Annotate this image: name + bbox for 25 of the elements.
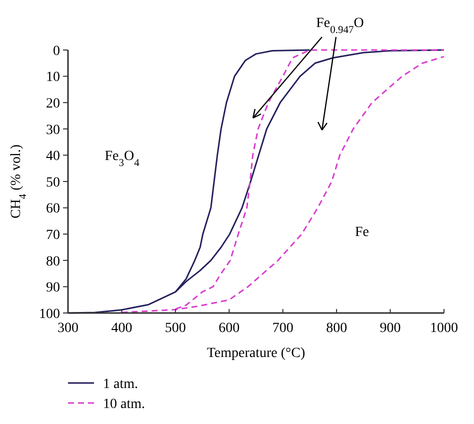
y-tick-label: 90	[46, 280, 60, 296]
x-tick-label: 300	[58, 321, 78, 336]
legend-label: 1 atm.	[103, 376, 138, 392]
x-axis-title: Temperature (°C)	[206, 346, 306, 361]
x-tick-label: 700	[272, 321, 294, 336]
y-tick-label: 30	[46, 122, 60, 138]
y-tick-label: 0	[53, 44, 60, 59]
x-tick-label: 800	[326, 321, 348, 336]
y-tick-label: 70	[46, 228, 60, 243]
legend-label: 10 atm.	[103, 396, 145, 412]
y-tick-label: 60	[46, 202, 60, 217]
x-tick-label: 500	[164, 321, 186, 336]
annotation: Fe$_{3}$O$_{4}$	[104, 149, 140, 168]
y-tick-label: 40	[46, 149, 60, 164]
x-tick-label: 600	[218, 321, 240, 336]
text: Fe$_{0.947}$O	[316, 16, 364, 36]
x-tick-label: 400	[111, 321, 132, 336]
y-tick-label: 100	[39, 306, 60, 322]
y-tick-label: 80	[46, 254, 60, 270]
y-tick-label: 10	[46, 70, 60, 86]
x-tick-label: 1000	[430, 321, 458, 336]
y-tick-label: 50	[46, 175, 60, 190]
y-tick-label: 20	[46, 96, 60, 112]
x-tick-label: 900	[380, 321, 401, 336]
annotation: Fe	[355, 225, 369, 240]
